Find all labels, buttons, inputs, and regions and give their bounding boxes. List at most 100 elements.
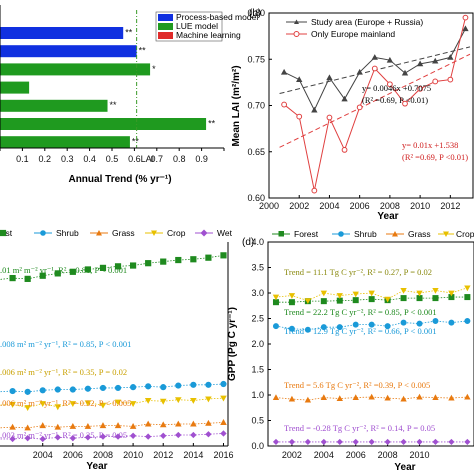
panel-a-x-tick-label-8: 0.8: [173, 154, 186, 164]
panel-b-series-1-point-6: [371, 54, 378, 60]
panel-b-series-2-fit: [279, 53, 471, 148]
panel-b-series-1-point-8: [401, 69, 409, 76]
panel-c-shrub-point-1: [9, 387, 16, 395]
panel-d-shrub-point-10: [432, 318, 439, 325]
panel-d-wet-point-1: [288, 438, 295, 445]
panel-a-x-tick-label-9: 0.9: [195, 154, 208, 164]
legend-marker-forest-d: [278, 231, 284, 237]
panel-c-wet-point-13: [190, 431, 197, 439]
panel-a-x-tick-label-3: 0.3: [61, 154, 74, 164]
panel-d-label: (d): [242, 237, 254, 248]
legend-marker-shrub-c: [40, 230, 46, 236]
panel-d-wet-point-4: [336, 438, 343, 445]
panel-d-grass-point-8: [400, 395, 407, 402]
panel-c-grass-point-11: [159, 421, 167, 428]
panel-c-wet-point-10: [144, 433, 152, 440]
bar-6: [0, 118, 207, 130]
bar-3: [0, 63, 151, 76]
panel-d-wet-point-2: [304, 438, 311, 445]
legend-swatch-ml: [158, 32, 173, 39]
legend-marker-crop-d: [443, 231, 449, 237]
panel-c-shrub-point-11: [160, 384, 167, 391]
panel-c-grass-point-10: [144, 420, 152, 427]
panel-c-wet-point-7: [99, 433, 107, 440]
panel-c-crop-point-7: [99, 402, 107, 409]
panel-a-x-label: Annual Trend (% yr⁻¹): [68, 174, 171, 185]
panel-d-shrub-point-6: [368, 321, 375, 328]
legend-label-study-area: Study area (Europe + Russia): [311, 17, 423, 27]
panel-c-x-tick-label-5: 2014: [183, 450, 203, 460]
panel-d-grass-point-10: [432, 394, 439, 400]
panel-d-grass-point-2: [304, 396, 312, 403]
panel-b-x-label: Year: [377, 211, 398, 222]
panel-c-forest-point-9: [130, 262, 137, 269]
panel-d-forest-point-6: [368, 296, 375, 303]
legend-label-crop-d: Crop: [456, 229, 474, 239]
panel-b-series-2-point-4: [341, 147, 348, 153]
panel-b-series-1-point-4: [341, 95, 348, 102]
panel-c-legend: Forest Shrub Grass Crop Wet: [0, 228, 233, 238]
panel-c-wet-point-9: [129, 432, 137, 439]
legend-label-europe: Only Europe mainland: [311, 29, 395, 39]
panel-c-grass-point-8: [114, 422, 122, 429]
panel-c-wet-point-4: [54, 434, 61, 441]
panel-c-crop-point-11: [159, 398, 167, 405]
panel-a-legend: Process-based model LUE model Machine le…: [155, 11, 258, 42]
bar-6-significance: **: [208, 118, 216, 128]
panel-d-crop-point-12: [464, 285, 471, 292]
bar-2-significance: **: [139, 46, 147, 56]
panel-b-series-2-point-3: [326, 114, 333, 121]
panel-d-y-label: GPP (Pg C yr⁻¹): [227, 307, 238, 381]
panel-b-y-tick-label-0: 0.60: [247, 193, 265, 203]
panel-d-x-tick-label-1: 2004: [314, 450, 334, 460]
panel-b-y-label: Mean LAI (m²/m²): [231, 65, 242, 146]
legend-marker-grass-c: [96, 230, 102, 236]
panel-c-shrub-point-10: [145, 383, 152, 390]
panel-d-crop-point-0: [272, 294, 280, 301]
panel-b-fit-stats-1: (R² =0.69, P <0.01): [362, 95, 428, 105]
panel-b-fit-equation-2: y= 0.01x +1.538: [402, 140, 458, 150]
panel-c-forest-point-3: [39, 272, 46, 279]
panel-c-forest-point-8: [114, 263, 122, 270]
panel-c-crop-point-6: [84, 400, 92, 407]
panel-d-crop-point-11: [448, 290, 455, 297]
panel-d-wet-point-6: [368, 438, 375, 445]
panel-d-wet-point-12: [464, 438, 471, 445]
legend-marker-europe: [293, 31, 300, 37]
panel-d-forest-point-12: [464, 294, 471, 301]
panel-d-shrub-point-4: [336, 324, 343, 331]
panel-b-x-tick-label-1: 2002: [289, 201, 309, 211]
panel-d-grass-point-6: [368, 393, 375, 400]
panel-c-x-tick-label-0: 2004: [33, 450, 53, 460]
panel-a-x-tick-label-4: 0.4: [83, 154, 96, 164]
panel-d-shrub-point-12: [464, 318, 471, 325]
panel-d-grass-point-3: [320, 394, 328, 400]
panel-b-series-1-point-2: [311, 106, 318, 113]
panel-a-x-tick-label-2: 0.2: [39, 154, 52, 164]
panel-d-grass-point-4: [336, 395, 343, 401]
panel-c-grass-point-3: [39, 422, 47, 429]
panel-d-x-tick-label-2: 2006: [346, 450, 366, 460]
panel-d-trend-grass: Trend = 5.6 Tg C yr⁻², R² =0.39, P < 0.0…: [284, 380, 430, 390]
panel-d-shrub-point-5: [352, 321, 359, 328]
panel-d-crop-point-1: [288, 293, 296, 299]
panel-b-y-tick-label-2: 0.70: [247, 101, 265, 111]
panel-b-fit-equation-1: y= 0.0046x +0.7075: [362, 83, 431, 93]
panel-a-x-tick-label-7: 0.7: [151, 154, 164, 164]
panel-d-forest-point-1: [288, 299, 295, 306]
panel-c-grass-point-1: [9, 423, 16, 430]
panel-d-y-tick-label-4: 2.0: [251, 339, 264, 349]
panel-d-legend: Forest Shrub Grass Crop: [272, 229, 474, 239]
panel-c-x-tick-label-4: 2012: [153, 450, 173, 460]
panel-d-shrub-point-2: [304, 326, 311, 333]
panel-d-shrub-point-11: [448, 319, 455, 326]
legend-label-forest-c: Forest: [0, 228, 13, 238]
panel-c-wet-point-12: [175, 431, 182, 439]
panel-c-wet-point-5: [69, 434, 77, 442]
panel-b-x-tick-label-6: 2012: [440, 201, 460, 211]
panel-d-grass-point-0: [272, 394, 280, 400]
panel-c-x-tick-label-6: 2016: [213, 450, 233, 460]
panel-b-series-1-point-11: [447, 54, 454, 60]
panel-d-shrub-point-8: [400, 319, 407, 326]
